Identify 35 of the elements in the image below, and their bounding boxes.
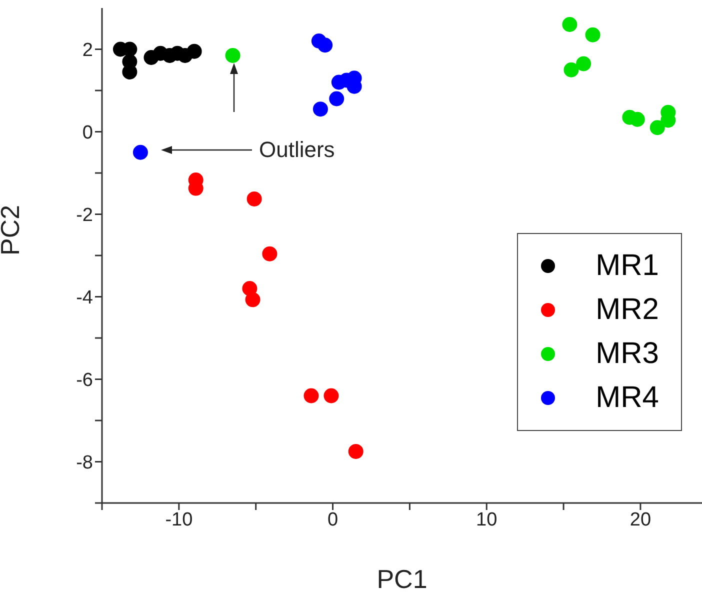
point (562, 17, 578, 32)
x-tick-label: 0 (327, 509, 338, 530)
x-tick-label: 10 (476, 509, 498, 530)
x-tick-label: 20 (630, 509, 652, 530)
point (304, 388, 319, 404)
y-tick-label: -2 (76, 204, 93, 226)
point (564, 62, 579, 78)
y-tick-label: 0 (82, 122, 93, 144)
y-tick-label: -6 (76, 370, 93, 391)
y-axis-title: PC2 (0, 204, 26, 256)
point (329, 91, 344, 106)
legend-label: MR1 (596, 249, 659, 283)
point (318, 38, 333, 53)
x-tick-label: -10 (165, 509, 193, 530)
y-tick-label: -8 (76, 452, 93, 474)
legend-label: MR4 (596, 381, 659, 415)
legend-label: MR3 (596, 337, 659, 371)
point (225, 48, 240, 63)
legend-label: MR2 (596, 293, 659, 327)
point (650, 120, 665, 136)
point (312, 102, 328, 117)
point (246, 191, 262, 206)
point (132, 144, 148, 160)
point (348, 444, 364, 459)
point (630, 112, 645, 127)
point (245, 292, 260, 308)
point (186, 44, 202, 59)
annotation: Outliers (259, 136, 335, 164)
y-tick-label: -4 (76, 287, 94, 308)
point (262, 246, 278, 262)
point (585, 27, 600, 42)
y-tick-label: 2 (82, 40, 93, 61)
x-axis-title: PC1 (376, 564, 428, 594)
point (576, 56, 592, 72)
point (324, 388, 339, 404)
